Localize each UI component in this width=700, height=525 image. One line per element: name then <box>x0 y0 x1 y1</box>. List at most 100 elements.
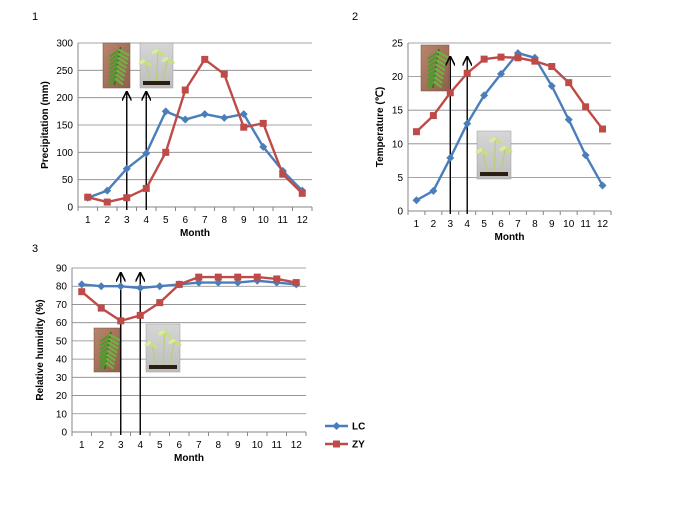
y-tick-label: 250 <box>56 66 73 77</box>
fern-leaflet <box>109 53 121 62</box>
x-tick-label: 11 <box>272 440 283 451</box>
data-point-zy <box>253 273 261 281</box>
data-point-zy <box>412 128 420 136</box>
fern-leaflet <box>99 341 111 351</box>
legend-marker-lc <box>332 422 341 430</box>
y-tick-label: 0 <box>61 428 67 439</box>
x-tick-label: 7 <box>515 219 521 230</box>
data-point-zy <box>181 86 189 94</box>
y-tick-label: 50 <box>62 175 74 186</box>
fern-leaflet <box>116 65 126 73</box>
seedling-leaf <box>144 61 152 67</box>
x-tick-label: 5 <box>157 440 163 451</box>
x-tick-label: 10 <box>258 215 270 226</box>
data-point-zy <box>123 194 131 202</box>
fern-leaflet <box>433 80 442 88</box>
data-point-lc <box>77 280 86 289</box>
x-axis-title: Month <box>180 228 210 239</box>
fern-leaflet <box>114 77 124 85</box>
data-point-zy <box>142 184 150 192</box>
data-point-zy <box>175 280 183 288</box>
data-point-zy <box>548 63 556 71</box>
data-point-zy <box>162 148 170 156</box>
data-point-zy <box>446 89 454 97</box>
fern-leaflet <box>427 67 438 77</box>
fern-leaflet <box>435 63 446 71</box>
seedling-photo <box>475 130 513 180</box>
fern-leaflet <box>105 361 114 370</box>
fern-leaflet <box>427 50 440 60</box>
seedling-leaf <box>481 150 489 156</box>
data-point-lc <box>412 196 421 205</box>
data-point-zy <box>463 69 471 77</box>
data-point-lc <box>259 142 268 151</box>
fern-leaflet <box>427 55 439 64</box>
x-tick-label: 1 <box>414 219 420 230</box>
fern-leaflet <box>99 349 110 359</box>
data-point-zy <box>273 275 281 283</box>
x-tick-label: 3 <box>118 440 124 451</box>
data-point-lc <box>463 119 472 128</box>
data-point-zy <box>480 55 488 63</box>
seedling-photo <box>138 42 175 89</box>
seedling-leaf <box>174 340 182 346</box>
data-point-zy <box>117 317 125 325</box>
seedling-leaf <box>158 330 166 336</box>
fern-photo <box>102 42 131 89</box>
y-tick-label: 200 <box>56 93 73 104</box>
y-tick-label: 80 <box>56 282 68 293</box>
legend-label: ZY <box>352 440 365 451</box>
data-point-lc <box>142 149 151 158</box>
y-axis-title: Temperature (℃) <box>375 87 386 168</box>
series-line-lc <box>87 110 304 199</box>
y-tick-label: 20 <box>56 391 68 402</box>
data-point-lc <box>598 181 607 190</box>
data-point-lc <box>480 91 489 100</box>
data-point-lc <box>181 115 190 124</box>
data-point-zy <box>514 54 522 62</box>
fern-photo <box>93 327 121 373</box>
fern-leaflet <box>117 53 129 61</box>
seedling-leaf <box>151 48 159 54</box>
fern-leaflet <box>109 65 119 74</box>
fern-leaflet <box>427 72 437 81</box>
data-point-zy <box>497 53 505 61</box>
data-point-zy <box>259 119 267 127</box>
seedling-soil <box>480 172 508 176</box>
panel-label: 2 <box>352 11 358 23</box>
fern-leaflet <box>116 61 127 69</box>
data-point-lc <box>200 110 209 119</box>
data-point-lc <box>116 282 125 291</box>
x-tick-label: 8 <box>532 219 538 230</box>
data-point-zy <box>214 273 222 281</box>
x-tick-label: 6 <box>176 440 182 451</box>
x-tick-label: 1 <box>79 440 85 451</box>
x-tick-label: 5 <box>481 219 487 230</box>
fern-leaflet <box>434 72 444 80</box>
data-point-zy <box>78 288 86 296</box>
fern-leaflet <box>117 57 128 65</box>
fern-leaflet <box>435 59 447 67</box>
fern-photo <box>420 44 450 92</box>
seedling-leaf <box>499 145 507 151</box>
x-tick-label: 4 <box>137 440 143 451</box>
y-tick-label: 300 <box>56 39 73 50</box>
y-tick-label: 70 <box>56 300 68 311</box>
y-tick-label: 15 <box>392 106 404 117</box>
y-tick-label: 25 <box>392 39 404 50</box>
fern-leaflet <box>109 48 121 58</box>
data-point-lc <box>103 186 112 195</box>
x-axis-title: Month <box>495 232 525 243</box>
y-tick-label: 60 <box>56 318 68 329</box>
x-tick-label: 6 <box>182 215 188 226</box>
x-tick-label: 7 <box>196 440 202 451</box>
data-point-zy <box>220 70 228 78</box>
seedling-leaf <box>138 59 146 65</box>
y-tick-label: 10 <box>392 139 404 150</box>
seedling-leaf <box>475 148 483 154</box>
x-tick-label: 2 <box>431 219 437 230</box>
x-tick-label: 4 <box>464 219 470 230</box>
